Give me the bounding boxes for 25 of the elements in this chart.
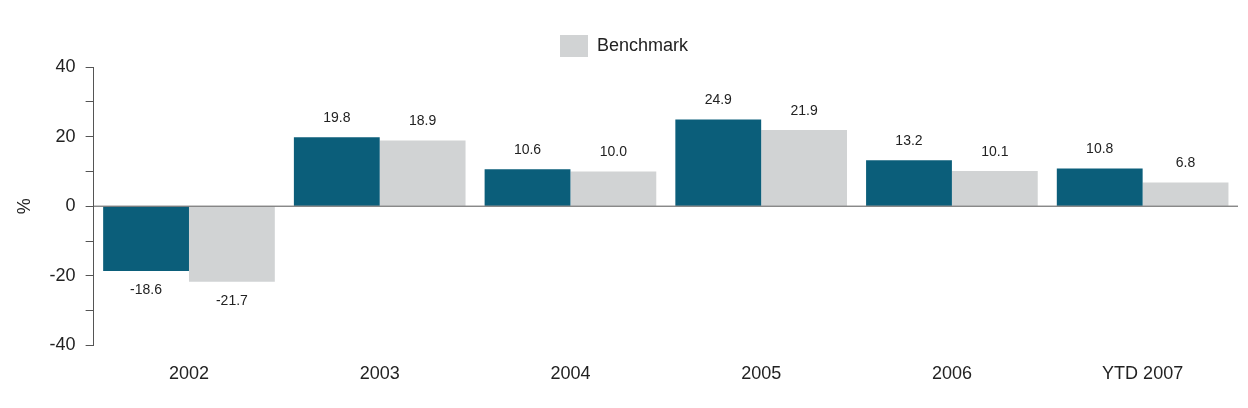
y-tick-label: -20: [49, 264, 76, 285]
y-axis-title: %: [13, 198, 34, 215]
data-label: 13.2: [895, 132, 923, 149]
data-label: 21.9: [790, 101, 818, 118]
y-tick-label: 40: [55, 55, 76, 76]
y-tick-label: 0: [65, 195, 76, 216]
data-label: 18.9: [409, 112, 437, 129]
legend-label: Benchmark: [596, 34, 690, 55]
y-tick-label: 20: [55, 125, 76, 146]
data-label: 24.9: [704, 91, 733, 108]
data-label: -18.6: [130, 280, 163, 297]
data-label: 6.8: [1175, 154, 1196, 171]
x-tick-label: 2006: [931, 363, 972, 384]
data-label: 10.8: [1086, 140, 1114, 157]
data-label: 10.6: [513, 141, 542, 158]
x-tick-label: 2002: [168, 363, 209, 384]
x-tick-label: 2004: [550, 363, 591, 384]
x-tick-label: YTD 2007: [1102, 363, 1184, 384]
y-tick-label: -40: [49, 334, 76, 355]
x-tick-label: 2003: [359, 363, 400, 384]
data-label: 10.1: [981, 142, 1009, 159]
data-label: 19.8: [323, 109, 351, 126]
data-label: 10.0: [599, 143, 628, 160]
data-label: -21.7: [215, 291, 249, 308]
x-tick-label: 2005: [741, 363, 782, 384]
